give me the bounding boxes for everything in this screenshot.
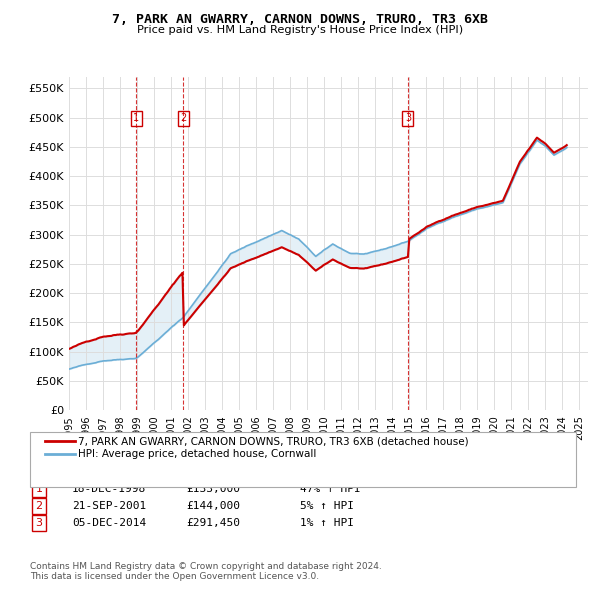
Text: 2: 2: [180, 113, 187, 123]
Text: £291,450: £291,450: [186, 518, 240, 527]
Text: £144,000: £144,000: [186, 501, 240, 510]
Text: 21-SEP-2001: 21-SEP-2001: [72, 501, 146, 510]
Text: Price paid vs. HM Land Registry's House Price Index (HPI): Price paid vs. HM Land Registry's House …: [137, 25, 463, 35]
Text: 5% ↑ HPI: 5% ↑ HPI: [300, 501, 354, 510]
Text: 47% ↑ HPI: 47% ↑ HPI: [300, 484, 361, 493]
Text: 05-DEC-2014: 05-DEC-2014: [72, 518, 146, 527]
Text: 3: 3: [405, 113, 411, 123]
Text: 18-DEC-1998: 18-DEC-1998: [72, 484, 146, 493]
Text: HPI: Average price, detached house, Cornwall: HPI: Average price, detached house, Corn…: [78, 450, 316, 459]
Text: 1: 1: [133, 113, 139, 123]
Text: 7, PARK AN GWARRY, CARNON DOWNS, TRURO, TR3 6XB (detached house): 7, PARK AN GWARRY, CARNON DOWNS, TRURO, …: [78, 437, 469, 446]
Text: 7, PARK AN GWARRY, CARNON DOWNS, TRURO, TR3 6XB: 7, PARK AN GWARRY, CARNON DOWNS, TRURO, …: [112, 13, 488, 26]
Text: 1: 1: [35, 484, 43, 493]
Text: £133,000: £133,000: [186, 484, 240, 493]
Text: Contains HM Land Registry data © Crown copyright and database right 2024.
This d: Contains HM Land Registry data © Crown c…: [30, 562, 382, 581]
Text: 3: 3: [35, 518, 43, 527]
Text: 1% ↑ HPI: 1% ↑ HPI: [300, 518, 354, 527]
Text: 2: 2: [35, 501, 43, 510]
